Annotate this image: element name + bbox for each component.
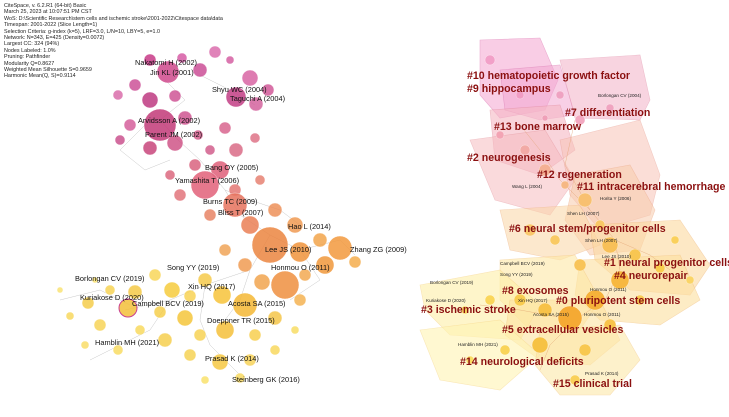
cluster-label: #12 regeneration <box>537 169 622 181</box>
right-cluster-map: Borlongan CV (2004) Wang L (2004) Horita… <box>419 37 729 396</box>
info-line: March 25, 2023 at 10:07:51 PM CST <box>4 9 92 16</box>
left-nodes <box>56 45 362 385</box>
cluster-label: #13 bone marrow <box>494 121 582 133</box>
cluster-label: #11 intracerebral hemorrhage <box>577 181 725 193</box>
author-label: Lee JS (2010) <box>265 245 311 254</box>
author-label: Prasad K (2014) <box>205 354 259 363</box>
network-info-panel: CiteSpace, v. 6.2.R1 (64-bit) Basic Marc… <box>4 3 334 80</box>
small-label: Song YY (2019) <box>500 272 533 277</box>
author-label: Doeppner TR (2015) <box>207 316 275 325</box>
info-line: Largest CC: 324 (94%) <box>4 41 60 48</box>
author-label: Arvidsson A (2002) <box>138 116 200 125</box>
author-label: Borlongan CV (2019) <box>75 274 144 283</box>
cluster-label: #14 neurological deficits <box>460 356 584 368</box>
cluster-label: #4 neurorepair <box>614 270 688 282</box>
author-label: Campbell BCV (2019) <box>132 299 204 308</box>
left-author-labels: Nakatomi H (2002) Jin KL (2001) Shyu WC … <box>75 58 407 384</box>
cluster-nodes <box>460 54 695 386</box>
info-line: Harmonic Mean(Q, S)=0.9114 <box>4 73 76 80</box>
cluster-label: #0 pluripotent stem cells <box>556 295 680 307</box>
small-label: Shen LH (2007) <box>585 238 618 243</box>
author-label: Hamblin MH (2021) <box>95 338 159 347</box>
cluster-label: #15 clinical trial <box>553 378 632 390</box>
author-label: Taguchi A (2004) <box>230 94 285 103</box>
cluster-label: #8 exosomes <box>502 285 569 297</box>
left-author-network: Nakatomi H (2002) Jin KL (2001) Shyu WC … <box>56 45 407 385</box>
small-label: Borlongan CV (2004) <box>598 93 642 98</box>
info-line: CiteSpace, v. 6.2.R1 (64-bit) Basic <box>4 3 87 9</box>
info-line: Pruning: Pathfinder <box>4 54 51 61</box>
small-label: Hamblin MH (2021) <box>458 342 498 347</box>
author-label: Nakatomi H (2002) <box>135 58 197 67</box>
info-line: Selection Criteria: g-index (k=5), LRF=3… <box>4 28 160 35</box>
author-label: Jin KL (2001) <box>150 68 194 77</box>
small-label: Xin HQ (2017) <box>518 298 548 303</box>
cluster-label: #7 differentiation <box>565 107 650 119</box>
small-label: Borlongan CV (2019) <box>430 280 474 285</box>
small-label: Horita Y (2006) <box>600 196 631 201</box>
author-label: Kuriakose D (2020) <box>80 293 144 302</box>
info-line: Timespan: 2001-2022 (Slice Length=1) <box>4 22 98 29</box>
author-label: Acosta SA (2015) <box>228 299 286 308</box>
info-line: Weighted Mean Silhouette S=0.9659 <box>4 67 92 74</box>
author-label: Burns TC (2009) <box>203 197 258 206</box>
small-label: Prasad K (2014) <box>585 371 619 376</box>
small-label: Kuriakose D (2020) <box>426 298 466 303</box>
info-line: Network: N=343, E=425 (Density=0.0072) <box>4 35 105 42</box>
small-author-labels: Borlongan CV (2004) Wang L (2004) Horita… <box>426 93 642 376</box>
small-label: Acosta SA (2015) <box>533 312 569 317</box>
author-label: Steinberg GK (2016) <box>232 375 300 384</box>
small-label: Honmou O (2011) <box>584 312 621 317</box>
small-label: Honmou O (2011) <box>590 287 627 292</box>
author-label: Song YY (2019) <box>167 263 219 272</box>
info-line: Nodes Labeled: 1.0% <box>4 47 56 54</box>
info-line: Modularity Q=0.8627 <box>4 60 55 67</box>
cluster-label: #1 neural progenitor cells <box>604 257 729 269</box>
author-label: Xin HQ (2017) <box>188 282 235 291</box>
author-label: Yamashita T (2006) <box>175 176 239 185</box>
author-label: Parent JM (2002) <box>145 130 202 139</box>
cluster-label: #2 neurogenesis <box>467 152 551 164</box>
author-label: Bang OY (2005) <box>205 163 258 172</box>
cluster-labels: #10 hematopoietic growth factor #9 hippo… <box>421 70 729 390</box>
cluster-label: #9 hippocampus <box>467 83 551 95</box>
cluster-label: #5 extracellular vesicles <box>502 324 623 336</box>
author-label: Bliss T (2007) <box>218 208 263 217</box>
cluster-label: #10 hematopoietic growth factor <box>467 70 630 82</box>
cluster-label: #6 neural stem/progenitor cells <box>509 223 666 235</box>
small-label: Shen LH (2007) <box>567 211 600 216</box>
small-label: Lee JS (2010) <box>602 254 631 259</box>
cluster-label: #3 ischemic stroke <box>421 304 516 316</box>
author-label: Honmou O (2011) <box>271 263 330 272</box>
info-line: WoS: D:\Scientific Research\stem cells a… <box>4 15 223 22</box>
small-label: Campbell BCV (2019) <box>500 261 545 266</box>
author-label: Hao L (2014) <box>288 222 331 231</box>
small-label: Wang L (2004) <box>512 184 543 189</box>
author-label: Shyu WC (2004) <box>212 85 267 94</box>
author-label: Zhang ZG (2009) <box>350 245 407 254</box>
